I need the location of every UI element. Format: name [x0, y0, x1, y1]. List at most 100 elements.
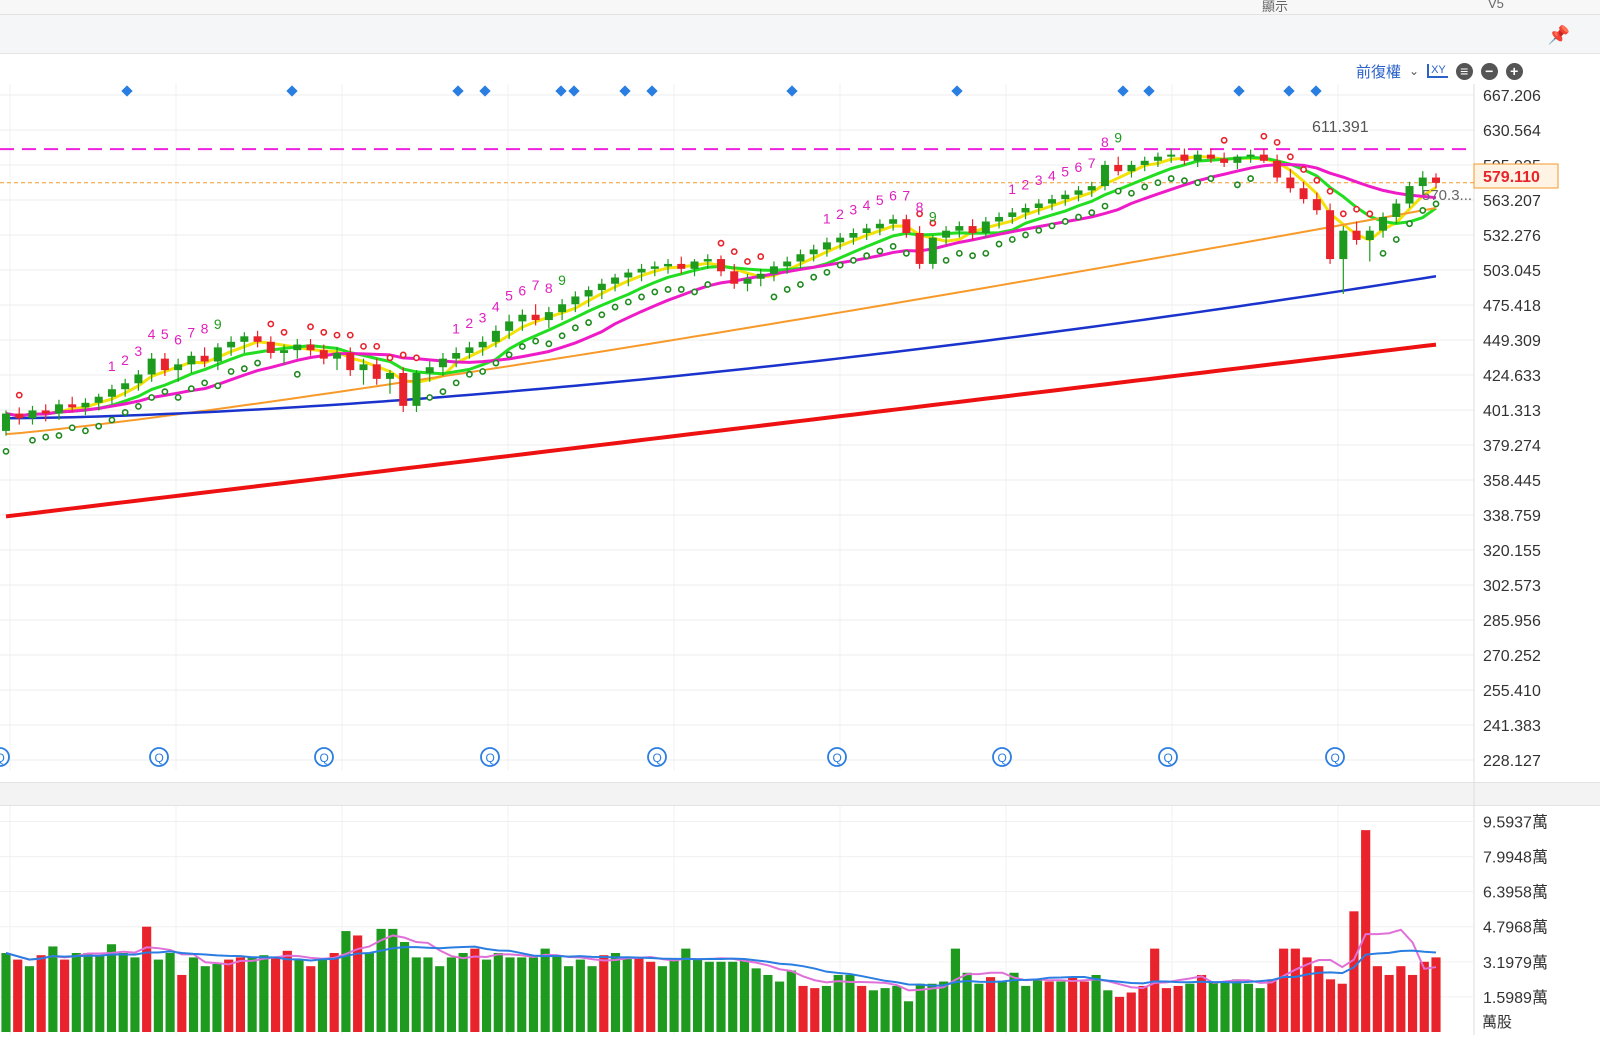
volume-bar — [974, 983, 984, 1032]
adjust-select[interactable]: 前復權 — [1356, 63, 1402, 81]
sar-dot — [293, 370, 301, 378]
price-tick: 630.564 — [1483, 123, 1541, 140]
candle-body — [1087, 186, 1096, 191]
sar-dot — [174, 394, 182, 401]
volume-bar — [575, 959, 585, 1032]
sar-dot — [201, 379, 209, 387]
sar-dot — [1035, 226, 1043, 234]
candle-body — [1286, 177, 1295, 189]
candles — [2, 148, 1440, 436]
volume-bar — [915, 983, 925, 1032]
sar-dot — [452, 379, 460, 387]
volume-bar — [1138, 985, 1148, 1032]
volume-bars — [1, 830, 1441, 1032]
volume-bar — [892, 985, 902, 1032]
volume-bar — [681, 948, 691, 1032]
sar-dot — [227, 368, 235, 375]
sar-dot — [307, 323, 314, 331]
sar-dot — [492, 359, 500, 367]
pin-icon[interactable]: 📌 — [1547, 25, 1570, 45]
volume-bar — [1150, 948, 1160, 1032]
volume-bar — [599, 955, 609, 1032]
sar-dot — [505, 351, 513, 359]
candle-body — [1432, 177, 1440, 183]
volume-bar — [24, 966, 35, 1032]
sar-dot — [187, 385, 195, 393]
volume-tick: 4.7968萬 — [1483, 919, 1548, 937]
zoom-in-icon[interactable]: + — [1505, 62, 1523, 80]
candle-body — [571, 296, 580, 305]
volume-bar — [71, 953, 81, 1032]
volume-bar — [1044, 981, 1054, 1032]
sar-dot — [902, 249, 910, 257]
sar-dot — [1181, 177, 1188, 185]
volume-bar — [692, 959, 703, 1032]
sar-dot — [1101, 202, 1109, 210]
candle-body — [134, 374, 143, 384]
td-count: 2 — [836, 206, 844, 222]
volume-bar — [763, 974, 773, 1032]
candle-body — [981, 221, 990, 233]
candle-body — [1233, 156, 1242, 163]
sar-dot — [1233, 181, 1241, 189]
price-tick: 532.276 — [1483, 228, 1541, 245]
volume-bar — [552, 955, 562, 1032]
td-count: 8 — [201, 320, 209, 336]
volume-bar — [60, 959, 70, 1032]
current-price-badge: 579.110 — [1473, 163, 1559, 189]
volume-bar — [411, 957, 421, 1032]
candle-body — [81, 402, 90, 408]
candle-body — [41, 410, 50, 414]
volume-bar — [130, 957, 140, 1032]
td-count: 8 — [916, 199, 924, 215]
volume-bar — [868, 990, 878, 1032]
chevron-down-icon[interactable]: ⌄ — [1409, 64, 1420, 78]
candle-body — [809, 249, 818, 255]
candle-body — [955, 226, 964, 231]
sar-dot — [95, 422, 103, 430]
menu-circle-icon[interactable]: ≡ — [1455, 62, 1473, 80]
volume-axis: 9.5937萬 7.9948萬 6.3958萬 4.7968萬 3.1979萬 1.598… — [1483, 813, 1548, 1006]
event-diamond — [1143, 85, 1155, 97]
ma-orange — [5, 206, 1437, 436]
candle-body — [650, 266, 659, 269]
price-tick: 449.309 — [1483, 333, 1541, 350]
sar-dot — [1313, 176, 1321, 184]
volume-bar — [118, 953, 128, 1032]
price-tick: 255.410 — [1483, 683, 1541, 700]
candle-body — [836, 237, 845, 243]
candle-body — [889, 219, 898, 224]
volume-unit-label: 萬股 — [1482, 1014, 1512, 1031]
quarter-icon — [0, 747, 10, 767]
candle-body — [1034, 203, 1043, 208]
volume-bar — [235, 957, 246, 1032]
volume-bar — [728, 961, 738, 1032]
version-label[interactable]: V5 — [1488, 0, 1504, 11]
candle-body — [174, 364, 183, 371]
candle-body — [730, 271, 739, 284]
volume-bar — [1208, 981, 1218, 1032]
candle-body — [1206, 154, 1215, 159]
xy-scale-icon[interactable]: XY — [1427, 64, 1448, 78]
volume-bar — [165, 953, 175, 1032]
candle-body — [465, 347, 474, 353]
display-menu[interactable]: 顯示 — [1262, 0, 1289, 14]
candle-body — [346, 352, 355, 371]
sar-dot — [1061, 218, 1069, 225]
sar-dot — [677, 286, 685, 293]
candle-body — [1021, 207, 1030, 213]
volume-bar — [470, 948, 480, 1032]
td-count: 2 — [121, 352, 129, 368]
sar-dot — [413, 354, 420, 362]
sar-dot — [267, 320, 275, 328]
zoom-out-icon[interactable]: − — [1480, 62, 1498, 80]
td-count: 7 — [532, 277, 540, 293]
volume-bar — [528, 957, 539, 1032]
volume-bar — [950, 948, 961, 1032]
sar-dot — [757, 253, 765, 260]
sar-dot — [346, 331, 354, 339]
td-count: 6 — [1075, 159, 1083, 175]
candle-body — [1273, 160, 1282, 178]
volume-bar — [997, 981, 1007, 1032]
